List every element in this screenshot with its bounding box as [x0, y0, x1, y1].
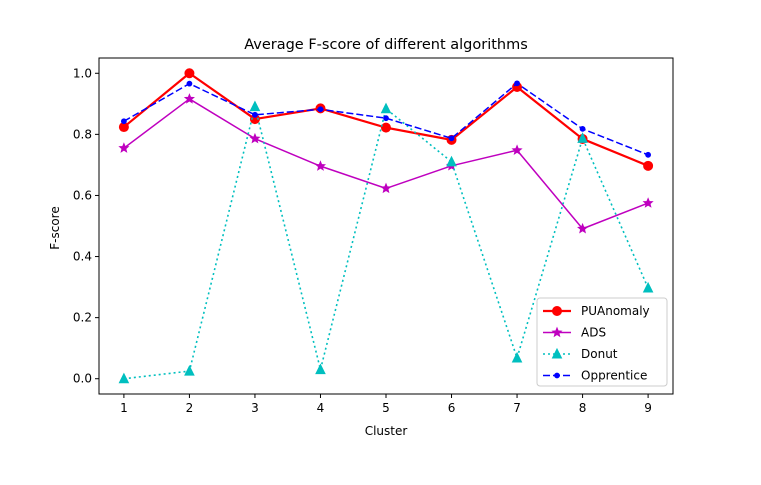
data-point-puanomaly — [184, 68, 195, 79]
chart-title: Average F-score of different algorithms — [244, 37, 528, 53]
data-point-ads — [577, 222, 589, 234]
data-point-ads — [183, 93, 195, 104]
data-point-donut — [380, 102, 392, 114]
data-point-opprentice — [252, 111, 258, 118]
plot-area: 1 2 3 4 5 6 7 8 9 0.0 0.2 0.4 0.6 0.8 1.0 — [73, 57, 674, 415]
data-point-ads — [314, 160, 327, 171]
x-tick-label: 7 — [513, 401, 521, 415]
data-point-donut — [184, 364, 195, 376]
legend-label-puanomaly: PUAnomaly — [581, 304, 650, 318]
x-tick-label: 6 — [448, 401, 456, 415]
legend-marker-puanomaly — [552, 306, 562, 316]
data-point-puanomaly — [643, 160, 654, 171]
data-point-opprentice — [317, 106, 324, 113]
data-point-opprentice — [514, 80, 520, 87]
legend-marker-ads — [551, 326, 563, 338]
y-tick-label: 0.0 — [73, 372, 92, 386]
data-point-donut — [642, 281, 654, 293]
data-point-puanomaly — [381, 122, 391, 133]
data-point-ads — [380, 182, 392, 194]
data-point-donut — [118, 372, 130, 384]
legend-box — [536, 297, 668, 387]
data-point-opprentice — [579, 125, 586, 132]
y-axis-title: F-score — [48, 206, 62, 249]
data-point-ads — [118, 142, 130, 153]
y-tick-label: 0.6 — [73, 188, 92, 202]
x-tick-label: 9 — [644, 401, 652, 415]
data-point-donut — [315, 363, 326, 375]
data-point-opprentice — [448, 135, 455, 142]
legend-marker-opprentice — [554, 372, 560, 379]
data-point-donut — [511, 351, 523, 363]
legend-marker-donut — [551, 347, 563, 359]
legend-label-donut: Donut — [581, 347, 618, 361]
data-point-ads — [249, 132, 261, 144]
x-tick-label: 8 — [579, 401, 587, 415]
y-tick-label: 0.4 — [73, 250, 92, 264]
legend: PUAnomaly ADS Donut Opprentice — [536, 297, 668, 387]
y-tick-label: 0.2 — [73, 311, 92, 325]
legend-label-opprentice: Opprentice — [581, 369, 647, 383]
data-point-donut — [577, 132, 588, 143]
y-tick-label: 0.8 — [73, 127, 92, 141]
x-tick-label: 2 — [186, 401, 194, 415]
y-tick-label: 1.0 — [73, 66, 92, 80]
x-tick-label: 3 — [251, 401, 259, 415]
data-point-donut — [446, 155, 457, 167]
legend-label-ads: ADS — [581, 326, 606, 340]
data-point-ads — [511, 144, 523, 155]
data-point-opprentice — [186, 80, 193, 87]
series-line-donut — [123, 105, 649, 380]
x-tick-label: 1 — [120, 401, 128, 415]
data-point-ads — [642, 197, 654, 208]
x-tick-label: 4 — [317, 401, 325, 415]
data-point-donut — [249, 100, 261, 112]
data-point-opprentice — [645, 151, 652, 158]
data-point-opprentice — [120, 118, 127, 125]
data-point-opprentice — [383, 115, 389, 122]
x-axis-title: Cluster — [365, 424, 408, 438]
x-tick-label: 5 — [382, 401, 390, 415]
